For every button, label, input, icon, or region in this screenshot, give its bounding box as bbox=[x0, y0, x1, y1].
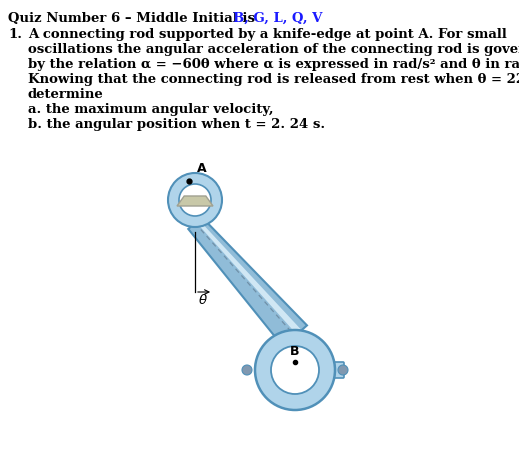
FancyBboxPatch shape bbox=[286, 362, 302, 378]
Text: b. the angular position when t = 2. 24 s.: b. the angular position when t = 2. 24 s… bbox=[28, 118, 325, 131]
Circle shape bbox=[338, 365, 348, 375]
Text: A: A bbox=[197, 162, 207, 175]
Text: B: B bbox=[290, 345, 300, 358]
FancyBboxPatch shape bbox=[328, 362, 344, 378]
Circle shape bbox=[255, 330, 335, 410]
Polygon shape bbox=[188, 217, 307, 347]
Text: oscillations the angular acceleration of the connecting rod is governed: oscillations the angular acceleration of… bbox=[28, 43, 519, 56]
Circle shape bbox=[179, 184, 211, 216]
Text: A connecting rod supported by a knife-edge at point A. For small: A connecting rod supported by a knife-ed… bbox=[28, 28, 507, 41]
Text: 1.: 1. bbox=[8, 28, 22, 41]
Text: B, G, L, Q, V: B, G, L, Q, V bbox=[233, 12, 322, 25]
Circle shape bbox=[271, 346, 319, 394]
Text: by the relation α = −60θ where α is expressed in rad/s² and θ in radians.: by the relation α = −60θ where α is expr… bbox=[28, 58, 519, 71]
Text: Knowing that the connecting rod is released from rest when θ = 22. 4°,: Knowing that the connecting rod is relea… bbox=[28, 73, 519, 86]
Polygon shape bbox=[177, 196, 213, 206]
Polygon shape bbox=[196, 220, 302, 334]
Text: determine: determine bbox=[28, 88, 104, 101]
Circle shape bbox=[242, 365, 252, 375]
Circle shape bbox=[168, 173, 222, 227]
Text: Quiz Number 6 – Middle Initial is: Quiz Number 6 – Middle Initial is bbox=[8, 12, 260, 25]
Text: θ: θ bbox=[199, 294, 207, 307]
Text: a. the maximum angular velocity,: a. the maximum angular velocity, bbox=[28, 103, 274, 116]
